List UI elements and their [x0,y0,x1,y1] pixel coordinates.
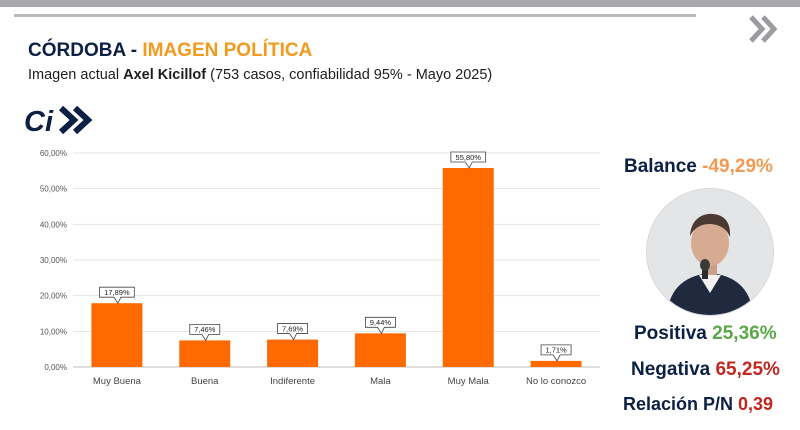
balance-stat: Balance -49,29% [624,156,773,177]
positive-value: 25,36% [712,323,777,344]
data-label: 7,46% [194,325,216,334]
svg-text:Ci: Ci [24,106,54,136]
top-bar [0,0,800,7]
bar [354,333,406,367]
data-label: 55,80% [456,153,482,162]
bar [442,167,494,367]
bar [530,360,582,367]
page-title-accent: IMAGEN POLÍTICA [142,40,313,61]
data-label: 17,89% [104,288,130,297]
y-tick-label: 40,00% [40,220,67,229]
ratio-stat: Relación P/N 0,39 [623,394,774,414]
y-tick-label: 50,00% [40,185,67,194]
double-chevron-right-icon [749,15,778,43]
header-divider [14,14,696,17]
y-tick-label: 10,00% [40,327,67,336]
subtitle-name: Axel Kicillof [123,67,207,83]
ci-logo: Ci [24,105,93,136]
page-title: CÓRDOBA - IMAGEN POLÍTICA [28,40,313,61]
y-tick-label: 30,00% [40,256,67,265]
x-tick-label: Buena [191,376,219,387]
x-tick-label: Muy Buena [93,376,142,387]
data-label-callout [189,323,221,342]
bar [91,303,143,367]
bar [267,339,319,367]
data-label: 1,71% [545,346,567,355]
x-tick-label: Indiferente [270,376,315,387]
bar [179,340,231,367]
balance-value: -49,29% [702,156,773,177]
data-label: 9,44% [370,318,392,327]
y-tick-label: 0,00% [44,363,67,372]
bar-chart: 0,00% 10,00% 20,00% 30,00% 40,00% 50,00% 60,00… [40,149,600,387]
negative-value: 65,25% [715,359,780,380]
data-label: 7,69% [282,324,304,333]
positive-stat: Positiva 25,36% [634,323,777,344]
data-label-callout [365,316,396,335]
page-subtitle: Imagen actual Axel Kicillof (753 casos, … [28,67,493,83]
data-label-callout [99,286,135,304]
x-tick-label: Mala [370,376,391,387]
data-label-callout [450,151,487,169]
x-tick-label: Muy Mala [448,376,490,387]
negative-stat: Negativa 65,25% [631,359,780,380]
data-label-callout [540,344,572,362]
y-tick-label: 20,00% [40,292,67,301]
y-tick-label: 60,00% [40,149,67,158]
ratio-value: 0,39 [738,394,774,414]
data-label-callout [277,323,308,341]
politician-photo [646,188,774,316]
x-tick-label: No lo conozco [526,376,586,387]
